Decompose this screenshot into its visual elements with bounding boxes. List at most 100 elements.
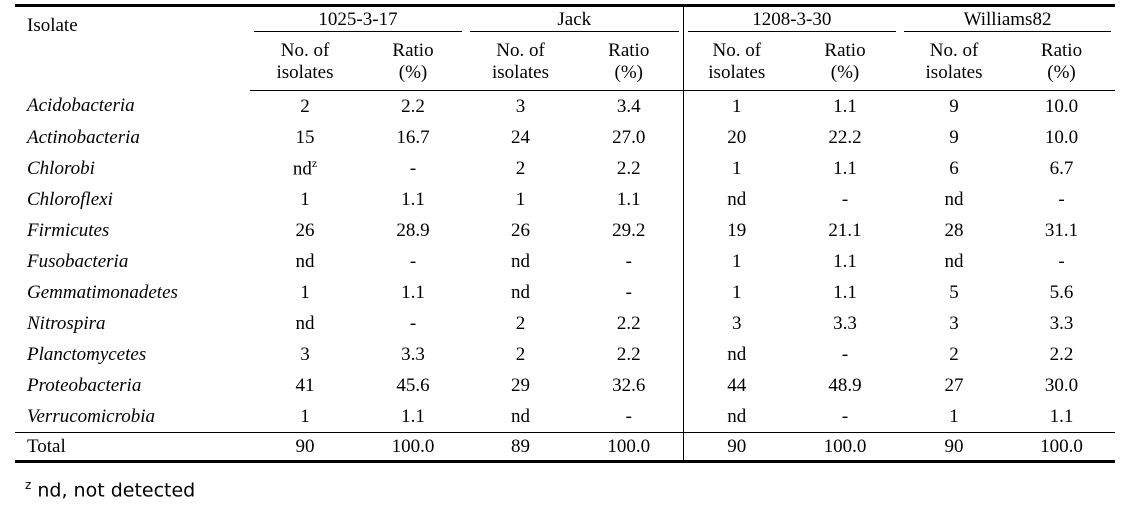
cell: - [625,405,632,427]
cell: 1.1 [401,188,425,210]
subheader-line: (%) [614,62,643,83]
cell: 90 [900,432,1009,462]
table-row: Verrucomicrobia 1 1.1 nd - nd - 1 1.1 [15,401,1115,433]
corner-header: Isolate [27,15,78,36]
cell: 90 [250,432,360,462]
group-header: 1208-3-30 [682,5,901,34]
row-label: Verrucomicrobia [27,405,156,427]
cell: 10.0 [1044,95,1079,117]
cell: 1.1 [1049,405,1074,427]
cell: 28.9 [396,219,430,241]
cell: 28 [944,219,964,241]
subheader: Ratio (%) [1008,34,1116,91]
subheader-row: No. of isolates Ratio (%) No. of isolates Rati… [15,34,1116,91]
cell: 6.7 [1049,157,1074,179]
table-row: Proteobacteria 41 45.6 29 32.6 44 48.9 27 30.0 [15,370,1115,401]
table-row: Chlorobi ndz - 2 2.2 1 1.1 6 6.7 [15,153,1115,184]
cell: 2 [949,343,959,365]
cell: 16.7 [396,126,430,148]
cell: 2.2 [1049,343,1074,365]
group-header: 1025-3-17 [250,6,466,35]
cell: ndz [250,153,360,184]
table-row: Acidobacteria 2 2.2 3 3.4 1 1.1 9 10.0 [15,90,1115,122]
subheader: Ratio (%) [575,34,684,91]
subheader: No. of isolates [250,34,360,91]
table: Isolate 1025-3-17 Jack 1208-3-30 Williams82 N… [15,4,1116,463]
row-label: Nitrospira [27,312,106,334]
cell: 41 [295,374,315,396]
cell: - [841,405,849,427]
cell: nd [944,188,964,210]
cell: 89 [466,432,575,462]
cell: 3.3 [401,343,425,365]
group-header: Jack [466,6,683,35]
cell: 29 [511,374,530,396]
subheader-line: Ratio [392,40,434,61]
cell: 100.0 [575,432,684,462]
cell: 1.1 [833,281,857,303]
cell: 9 [949,95,959,117]
row-label: Firmicutes [27,219,110,241]
cell: 1 [682,153,791,184]
row-label: Planctomycetes [27,343,147,365]
cell: 45.6 [396,374,430,396]
cell: - [841,343,849,365]
cell: - [625,281,632,303]
subheader: No. of isolates [682,34,791,91]
cell: 1.1 [616,188,641,210]
row-label: Acidobacteria [27,95,135,117]
cell: 2.2 [616,312,641,334]
row-label: Chloroflexi [27,188,113,210]
cell: 1.1 [401,405,425,427]
cell-note: z [311,156,318,171]
cell: 3 [682,308,791,339]
table-row: Chloroflexi 1 1.1 1 1.1 nd - nd - [15,184,1115,215]
cell-text: nd [292,158,312,180]
cell: 31.1 [1044,219,1079,241]
cell: 2 [515,157,526,179]
cell: 6 [949,157,959,179]
cell: 24 [511,126,530,148]
cell: 48.9 [828,374,862,396]
cell: 1 [300,405,310,427]
cell: - [625,250,632,272]
cell: nd [682,339,791,370]
table-row: Actinobacteria 15 16.7 24 27.0 20 22.2 9 10.0 [15,122,1115,153]
subheader: No. of isolates [466,34,575,91]
cell: 27 [944,374,964,396]
cell: 100.0 [1008,432,1116,462]
subheader: Ratio (%) [360,34,466,91]
cell: 1 [682,246,791,277]
footnote-mark: z [25,478,32,492]
cell: 5 [949,281,959,303]
cell: 2 [300,95,310,117]
cell: - [1058,188,1065,210]
cell: 2 [515,343,526,365]
row-label: Proteobacteria [27,374,142,396]
subheader-line: Ratio [824,40,866,61]
subheader-line: No. of [712,40,762,61]
cell: nd [682,184,791,215]
row-label: Gemmatimonadetes [27,281,178,303]
cell: 2 [515,312,526,334]
subheader-line: (%) [1047,62,1076,83]
cell: 3.3 [1049,312,1074,334]
cell: nd [511,281,530,303]
subheader-line: (%) [830,62,860,83]
cell: 90 [682,432,791,462]
cell: 1 [300,281,310,303]
cell: nd [944,250,964,272]
subheader: Ratio (%) [790,34,901,91]
cell: 1.1 [833,95,857,117]
group-label: Jack [470,9,679,32]
cell: 1.1 [833,250,857,272]
cell: 27.0 [612,126,646,148]
cell: 30.0 [1044,374,1079,396]
table-row: Total 90 100.0 89 100.0 90 100.0 90 100.0 [15,432,1116,462]
row-label: Fusobacteria [27,250,129,272]
cell: - [409,312,417,334]
subheader: No. of isolates [900,34,1009,91]
cell: 22.2 [828,126,862,148]
cell: 3 [300,343,310,365]
